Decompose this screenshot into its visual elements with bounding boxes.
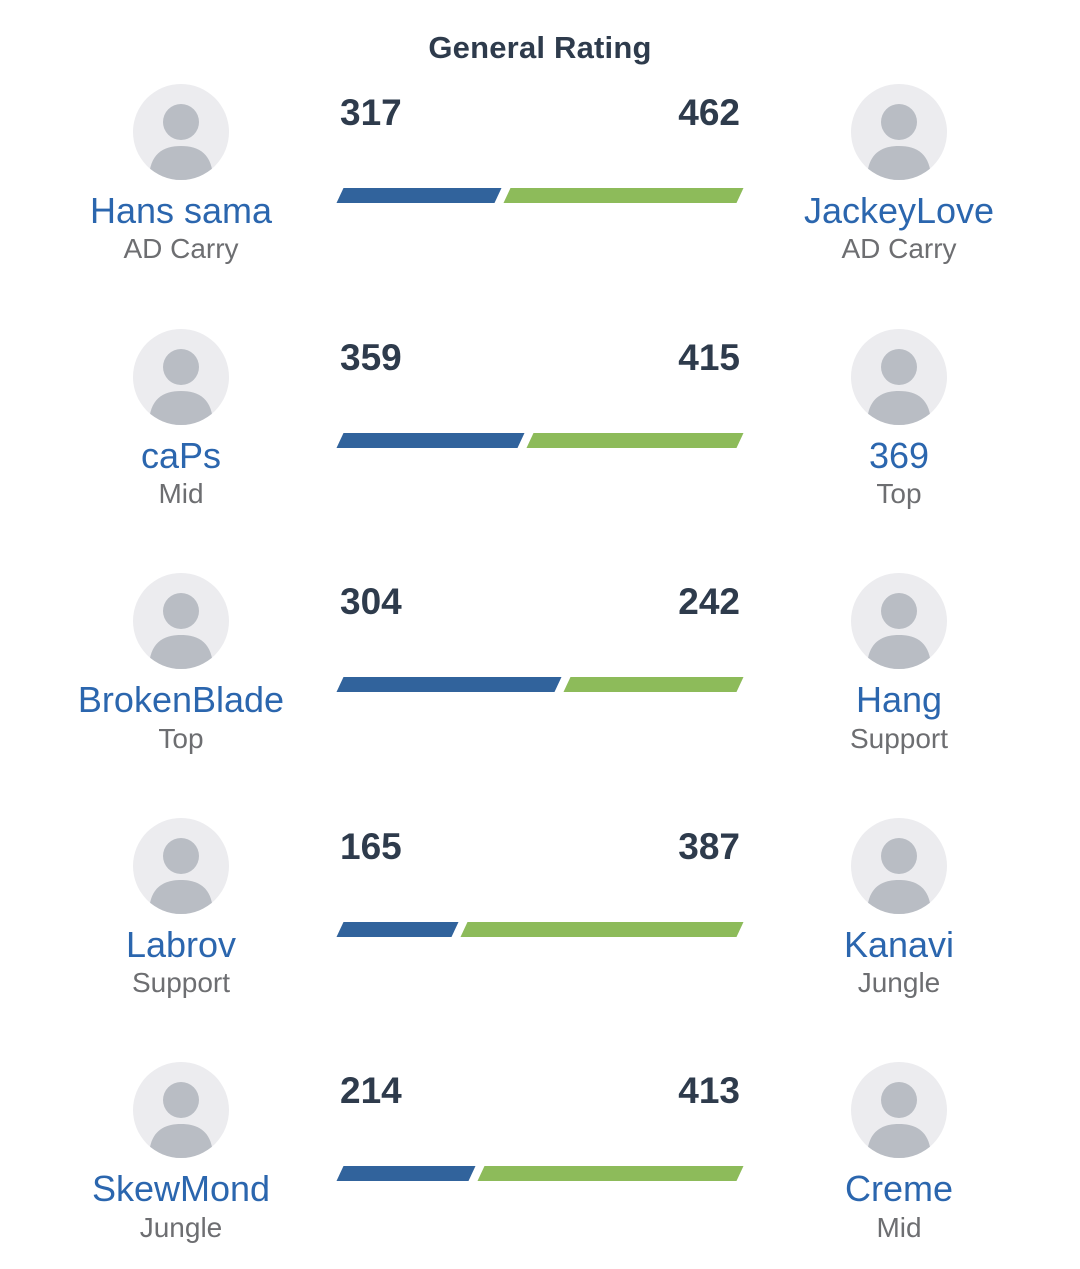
person-icon <box>867 1082 931 1159</box>
player-avatar[interactable] <box>133 1062 229 1159</box>
player-card-right: Hang Support <box>760 573 1080 755</box>
comparison-row: Labrov Support 165 387 <box>0 817 1080 1000</box>
player-avatar[interactable] <box>851 328 947 425</box>
left-rating-value: 165 <box>340 825 402 867</box>
player-name-link[interactable]: Creme <box>844 1168 954 1210</box>
person-icon <box>149 837 213 914</box>
right-rating-value: 415 <box>678 336 740 378</box>
bar-left-segment <box>336 921 459 937</box>
right-rating-value: 242 <box>678 581 740 623</box>
player-avatar[interactable] <box>133 817 229 914</box>
player-role: Support <box>131 967 231 999</box>
comparison-center: 359 415 <box>320 329 760 448</box>
person-icon <box>149 593 213 670</box>
player-name-link[interactable]: BrokenBlade <box>77 679 285 721</box>
rating-values: 359 415 <box>340 337 740 379</box>
bar-left-segment <box>336 677 562 693</box>
player-avatar[interactable] <box>133 84 229 180</box>
player-name-link[interactable]: Kanavi <box>843 923 955 965</box>
bar-right-segment <box>477 1166 744 1182</box>
rating-bar <box>336 188 744 203</box>
rating-values: 304 242 <box>340 581 740 623</box>
player-avatar[interactable] <box>851 573 947 670</box>
person-icon <box>867 593 931 670</box>
person-icon <box>867 348 931 425</box>
person-icon <box>149 104 213 180</box>
player-role: Jungle <box>139 1211 223 1243</box>
rating-values: 317 462 <box>340 92 740 134</box>
person-icon <box>149 348 213 425</box>
player-avatar[interactable] <box>851 817 947 914</box>
player-card-left: Labrov Support <box>0 817 320 1000</box>
bar-right-segment <box>563 677 744 693</box>
bar-right-segment <box>460 921 744 937</box>
player-name-link[interactable]: caPs <box>140 434 222 476</box>
player-card-right: JackeyLove AD Carry <box>760 84 1080 266</box>
comparison-center: 317 462 <box>320 84 760 203</box>
rating-values: 165 387 <box>340 826 740 868</box>
left-rating-value: 304 <box>340 581 402 623</box>
comparison-center: 214 413 <box>320 1062 760 1182</box>
player-role: AD Carry <box>841 233 957 265</box>
comparison-row: BrokenBlade Top 304 242 <box>0 573 1080 755</box>
player-card-right: Creme Mid <box>760 1062 1080 1244</box>
bar-right-segment <box>526 432 744 448</box>
player-name-link[interactable]: JackeyLove <box>803 190 995 231</box>
bar-right-segment <box>503 188 744 203</box>
player-name-link[interactable]: Hans sama <box>89 190 273 231</box>
person-icon <box>867 104 931 180</box>
player-name-link[interactable]: Labrov <box>125 923 237 965</box>
player-card-right: 369 Top <box>760 328 1080 511</box>
comparison-row: Hans sama AD Carry 317 462 <box>0 84 1080 266</box>
player-avatar[interactable] <box>133 573 229 670</box>
bar-left-segment <box>336 432 525 448</box>
rating-bar <box>336 1166 744 1182</box>
right-rating-value: 413 <box>678 1070 740 1112</box>
player-card-right: Kanavi Jungle <box>760 817 1080 1000</box>
bar-left-segment <box>336 188 502 203</box>
player-avatar[interactable] <box>133 328 229 425</box>
player-role: Mid <box>158 477 204 509</box>
left-rating-value: 359 <box>340 336 402 378</box>
comparison-row: SkewMond Jungle 214 413 <box>0 1062 1080 1244</box>
player-name-link[interactable]: SkewMond <box>91 1168 271 1210</box>
comparison-rows: Hans sama AD Carry 317 462 <box>0 84 1080 1244</box>
player-card-left: BrokenBlade Top <box>0 573 320 755</box>
player-card-left: caPs Mid <box>0 328 320 511</box>
person-icon <box>149 1082 213 1159</box>
player-role: AD Carry <box>123 233 239 265</box>
player-role: Top <box>876 477 922 509</box>
player-role: Jungle <box>857 967 941 999</box>
player-card-left: SkewMond Jungle <box>0 1062 320 1244</box>
comparison-center: 165 387 <box>320 818 760 937</box>
person-icon <box>867 837 931 914</box>
right-rating-value: 462 <box>678 92 740 133</box>
player-name-link[interactable]: Hang <box>855 679 943 721</box>
rating-bar <box>336 921 744 937</box>
player-role: Top <box>158 722 204 754</box>
player-avatar[interactable] <box>851 84 947 180</box>
comparison-center: 304 242 <box>320 573 760 693</box>
left-rating-value: 214 <box>340 1070 402 1112</box>
right-rating-value: 387 <box>678 825 740 867</box>
rating-values: 214 413 <box>340 1070 740 1112</box>
player-role: Mid <box>876 1211 922 1243</box>
bar-left-segment <box>336 1166 476 1182</box>
rating-bar <box>336 677 744 693</box>
comparison-row: caPs Mid 359 415 <box>0 328 1080 511</box>
rating-bar <box>336 432 744 448</box>
left-rating-value: 317 <box>340 92 402 133</box>
player-name-link[interactable]: 369 <box>868 434 930 476</box>
player-role: Support <box>849 722 949 754</box>
page-title: General Rating <box>428 30 652 65</box>
player-card-left: Hans sama AD Carry <box>0 84 320 266</box>
player-avatar[interactable] <box>851 1062 947 1159</box>
